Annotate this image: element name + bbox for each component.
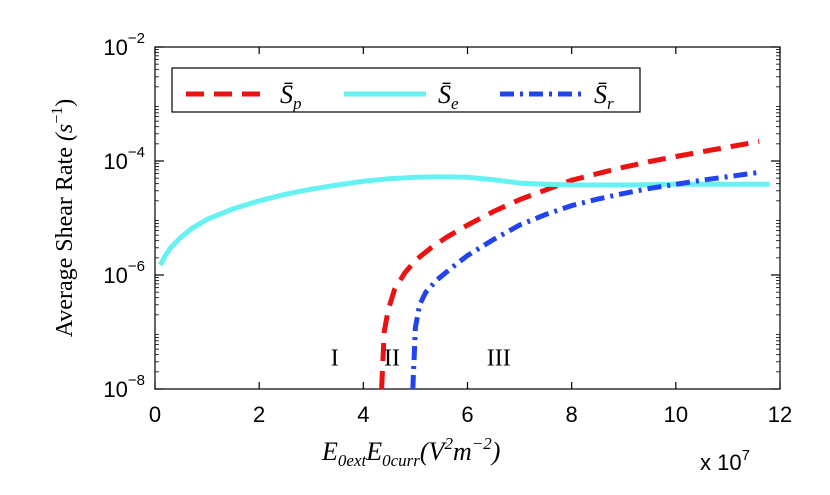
x-axis-label-exp2: −2 [472, 434, 492, 453]
legend-label-p: S̄p [280, 80, 302, 113]
x-tick-label: 0 [149, 402, 161, 427]
x-tick-label: 6 [461, 402, 473, 427]
x-tick-label: 10 [664, 402, 688, 427]
x-axis-multiplier-text: x 10 [700, 450, 742, 475]
region-label: III [487, 346, 511, 372]
y-axis-label: Average Shear Rate (s−1) [49, 99, 78, 338]
x-axis-label-m: m [453, 437, 472, 466]
legend-label-e: S̄e [438, 80, 459, 113]
x-axis-label: E0extE0curr(V2m−2) [321, 434, 500, 470]
x-axis-label-exp1: 2 [444, 434, 453, 453]
legend-label-r: S̄r [594, 80, 614, 113]
x-axis-multiplier: x 107 [700, 447, 750, 475]
x-axis-label-e1: E [321, 437, 338, 466]
region-label: I [331, 346, 339, 372]
x-axis-multiplier-exp: 7 [742, 447, 750, 464]
series-line-e [158, 174, 770, 267]
y-tick-label: 10−2 [103, 30, 145, 60]
region-annotations: I II III [331, 346, 511, 372]
x-axis-label-sub1: 0ext [338, 451, 368, 470]
y-tick-label: 10−4 [103, 144, 145, 174]
region-label: II [384, 346, 400, 372]
x-axis-label-sub2: 0curr [382, 451, 420, 470]
x-tick-label: 8 [566, 402, 578, 427]
legend-box [171, 67, 641, 113]
y-axis-label-main: Average Shear Rate [52, 147, 78, 337]
y-tick-label: 10−6 [103, 258, 145, 288]
y-axis-label-unit-exp: −1 [49, 107, 66, 124]
x-axis-label-close: ) [490, 437, 501, 466]
x-tick-label: 2 [253, 402, 265, 427]
series-line-r [410, 169, 760, 390]
y-axis-label-unit-open: (s [52, 124, 78, 141]
series-layer [158, 139, 770, 390]
y-axis-label-unit-close: ) [52, 99, 78, 107]
legend: S̄p S̄e S̄r [171, 67, 641, 113]
y-ticks: 10−8 10−6 10−4 10−2 [103, 30, 780, 402]
y-tick-label: 10−8 [103, 372, 145, 402]
x-ticks: 0 2 4 6 8 10 12 [149, 47, 792, 427]
x-axis-label-open: (V [420, 437, 448, 466]
x-tick-label: 12 [768, 402, 792, 427]
x-axis-label-e2: E [365, 437, 382, 466]
x-tick-label: 4 [357, 402, 369, 427]
